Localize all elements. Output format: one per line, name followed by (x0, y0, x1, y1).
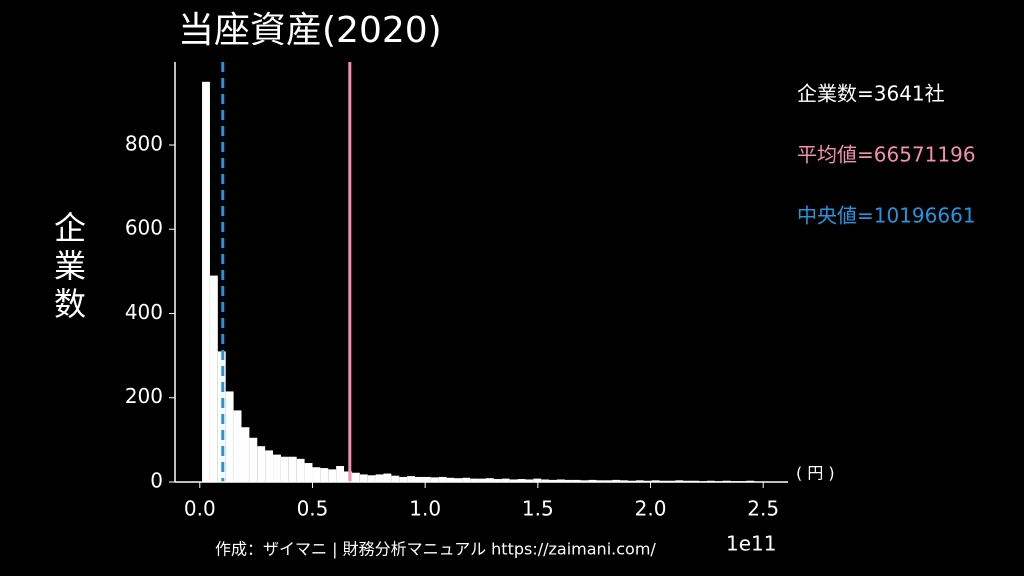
bar (438, 476, 447, 482)
stat-label: 平均値=66571196 (797, 143, 976, 167)
x-tick-label: 2.0 (635, 497, 667, 521)
bar (383, 473, 392, 482)
bar (422, 476, 431, 482)
bar (501, 478, 510, 482)
bar (399, 476, 408, 482)
bar (407, 476, 416, 482)
bar (225, 391, 234, 482)
bar (415, 476, 423, 482)
x-unit-label: ( 円 ) (796, 464, 835, 483)
y-tick-label: 0 (150, 469, 163, 493)
bar (525, 479, 534, 482)
x-tick-label: 0.5 (297, 497, 329, 521)
x-tick-label: 1.5 (522, 497, 554, 521)
bar (375, 474, 384, 482)
bar (304, 463, 313, 482)
bar (604, 480, 613, 482)
bar (233, 410, 242, 482)
bar (241, 427, 250, 482)
bar (596, 480, 605, 482)
bar (556, 479, 565, 482)
y-tick-label: 400 (125, 300, 163, 324)
bar (572, 479, 581, 482)
bar (344, 471, 352, 482)
y-tick-label: 600 (125, 216, 163, 240)
bar (486, 478, 494, 482)
bar (257, 446, 266, 482)
bar (336, 465, 345, 482)
y-tick-label: 800 (125, 131, 163, 155)
bar (675, 480, 684, 482)
bar (651, 480, 660, 482)
y-axis-label: 企業数 (49, 211, 87, 325)
bar (620, 480, 628, 482)
bar (367, 475, 376, 482)
bar (273, 454, 281, 482)
bar (635, 480, 644, 482)
stat-label: 中央値=10196661 (797, 204, 976, 228)
bar (249, 437, 258, 482)
bar (478, 478, 487, 482)
bar (296, 458, 305, 482)
bar (430, 477, 439, 482)
bar (328, 469, 337, 482)
footer: 作成：ザイマニ | 財務分析マニュアル https://zaimani.com/ (215, 540, 656, 559)
bar (509, 479, 518, 482)
bar (588, 479, 597, 482)
bar (533, 478, 542, 482)
bar (351, 472, 360, 482)
x-offset-label: 1e11 (726, 532, 776, 556)
chart-title: 当座資産(2020) (178, 10, 442, 51)
bar (312, 467, 321, 482)
bar (209, 275, 218, 482)
x-tick-label: 2.5 (747, 497, 779, 521)
bar (454, 478, 463, 482)
x-tick-label: 0.0 (184, 497, 216, 521)
bar (265, 450, 274, 482)
bar (446, 477, 455, 482)
bar (580, 480, 589, 482)
bar (202, 81, 210, 482)
bar (280, 456, 289, 482)
bar (517, 479, 526, 482)
bar (564, 479, 573, 482)
bar (612, 479, 621, 482)
x-tick-label: 1.0 (409, 497, 441, 521)
bar (462, 477, 471, 482)
bar (493, 479, 502, 482)
bar (391, 475, 400, 482)
stat-label: 企業数=3641社 (797, 82, 945, 106)
bar (549, 479, 557, 482)
bar (359, 474, 368, 482)
y-tick-label: 200 (125, 384, 163, 408)
bar (288, 456, 297, 482)
bar (541, 479, 550, 482)
bar (470, 478, 479, 482)
bar (320, 468, 329, 482)
